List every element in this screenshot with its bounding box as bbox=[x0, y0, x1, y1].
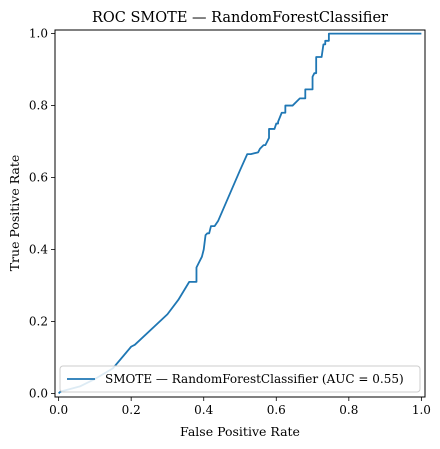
y-axis-title: True Positive Rate bbox=[7, 155, 22, 272]
legend-label: SMOTE — RandomForestClassifier (AUC = 0.… bbox=[105, 372, 404, 386]
chart-title: ROC SMOTE — RandomForestClassifier bbox=[92, 10, 388, 26]
y-tick-label: 0.4 bbox=[29, 242, 48, 256]
x-tick-label: 0.0 bbox=[49, 403, 68, 417]
y-tick-label: 0.0 bbox=[29, 386, 48, 400]
x-tick-label: 0.2 bbox=[122, 403, 141, 417]
legend-box bbox=[59, 365, 421, 393]
y-tick-label: 0.6 bbox=[29, 171, 48, 185]
x-tick-label: 1.0 bbox=[412, 403, 431, 417]
y-tick-label: 0.2 bbox=[29, 314, 48, 328]
y-tick-label: 0.8 bbox=[29, 99, 48, 113]
series-layer bbox=[57, 32, 422, 395]
y-tick-label: 1.0 bbox=[29, 27, 48, 41]
x-axis: 0.0 0.2 0.4 0.6 0.8 1.0 bbox=[49, 397, 431, 417]
x-tick-label: 0.8 bbox=[339, 403, 358, 417]
x-tick-label: 0.6 bbox=[267, 403, 286, 417]
plot-frame bbox=[54, 29, 426, 398]
x-tick-label: 0.4 bbox=[194, 403, 213, 417]
x-axis-title: False Positive Rate bbox=[180, 424, 300, 439]
legend: SMOTE — RandomForestClassifier (AUC = 0.… bbox=[59, 365, 421, 393]
roc-curve-line bbox=[57, 32, 422, 395]
y-axis: 0.0 0.2 0.4 0.6 0.8 1.0 bbox=[29, 27, 55, 400]
plot-area: 0.0 0.2 0.4 0.6 0.8 1.0 0.0 0.2 0.4 0.6 0.8 1.0 bbox=[29, 27, 431, 417]
